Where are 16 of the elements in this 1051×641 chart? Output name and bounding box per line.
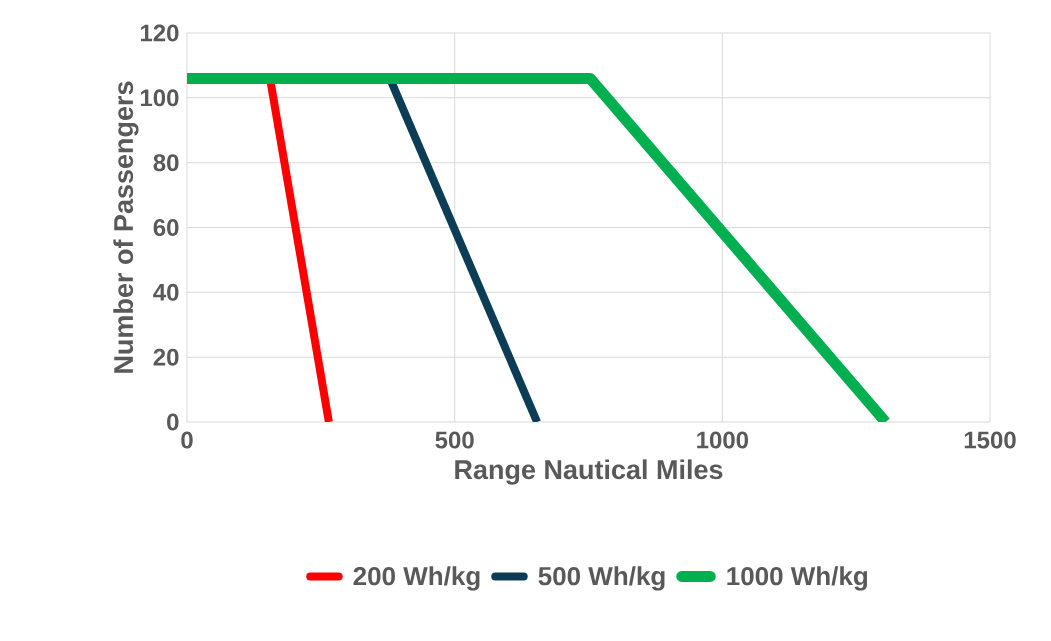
x-tick-label: 1000 xyxy=(697,431,749,449)
x-tick-label: 500 xyxy=(435,431,474,449)
x-axis-title: Range Nautical Miles xyxy=(455,459,723,485)
legend-label: 1000 Wh/kg xyxy=(727,566,868,591)
legend-label: 500 Wh/kg xyxy=(538,566,665,591)
y-tick-label: 40 xyxy=(153,283,179,301)
y-tick-label: 100 xyxy=(140,89,179,107)
x-tick-label: 1500 xyxy=(964,431,1016,449)
y-tick-label: 60 xyxy=(153,219,179,236)
y-tick-label: 0 xyxy=(167,413,179,431)
x-tick-label: 0 xyxy=(181,431,193,449)
y-tick-label: 80 xyxy=(153,154,179,172)
y-axis-title: Number of Passengers xyxy=(113,81,139,373)
y-tick-label: 120 xyxy=(140,24,179,42)
y-tick-label: 20 xyxy=(153,348,179,366)
legend-label: 200 Wh/kg xyxy=(353,566,480,591)
